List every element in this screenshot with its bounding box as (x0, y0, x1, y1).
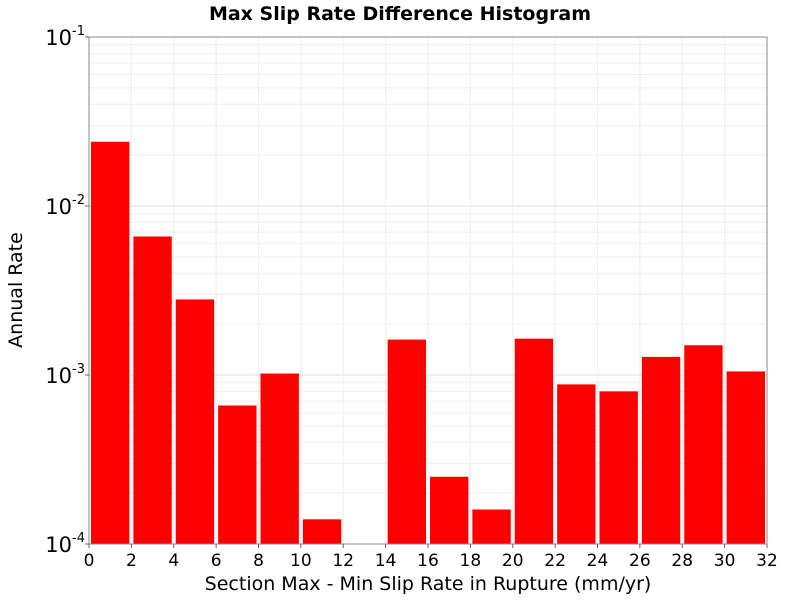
bars (91, 141, 765, 544)
x-tick-label: 0 (84, 551, 95, 571)
x-axis-ticks: 0 2 4 6 8 10 12 14 16 18 20 22 24 26 28 30 32 (84, 544, 778, 571)
histogram-bar (514, 338, 554, 544)
y-tick-label: 10-4 (45, 531, 85, 557)
x-tick-label: 8 (253, 551, 264, 571)
x-tick-label: 16 (417, 551, 439, 571)
x-tick-label: 6 (211, 551, 222, 571)
y-tick-label: 10-3 (45, 362, 85, 388)
histogram-bar (472, 509, 511, 544)
y-axis-label: Annual Rate (5, 232, 27, 348)
x-tick-label: 26 (629, 551, 651, 571)
histogram-bar (557, 384, 596, 544)
x-tick-label: 28 (671, 551, 693, 571)
histogram-bar (133, 236, 172, 544)
x-tick-label: 20 (502, 551, 524, 571)
histogram-bar (218, 405, 257, 544)
histogram-bar (302, 519, 342, 544)
x-tick-label: 30 (714, 551, 736, 571)
x-tick-label: 24 (587, 551, 609, 571)
x-axis-label: Section Max - Min Slip Rate in Rupture (… (205, 573, 652, 595)
x-tick-label: 2 (126, 551, 137, 571)
histogram-bar (387, 339, 426, 544)
histogram-bar (599, 391, 638, 544)
histogram-bar (641, 356, 681, 544)
y-axis-ticks: 10-4 10-3 10-2 10-1 (45, 24, 89, 557)
histogram-bar (175, 299, 215, 544)
chart-title: Max Slip Rate Difference Histogram (209, 3, 591, 25)
x-tick-label: 32 (756, 551, 778, 571)
x-tick-label: 12 (332, 551, 354, 571)
x-tick-label: 10 (290, 551, 312, 571)
histogram-bar (430, 476, 469, 544)
x-tick-label: 14 (375, 551, 397, 571)
x-tick-label: 4 (168, 551, 179, 571)
histogram-bar (260, 373, 299, 544)
histogram-bar (684, 345, 723, 544)
histogram-bar (91, 141, 130, 544)
x-tick-label: 22 (544, 551, 566, 571)
y-tick-label: 10-1 (45, 24, 85, 50)
y-tick-label: 10-2 (45, 193, 85, 219)
histogram-bar (726, 371, 765, 544)
x-tick-label: 18 (460, 551, 482, 571)
